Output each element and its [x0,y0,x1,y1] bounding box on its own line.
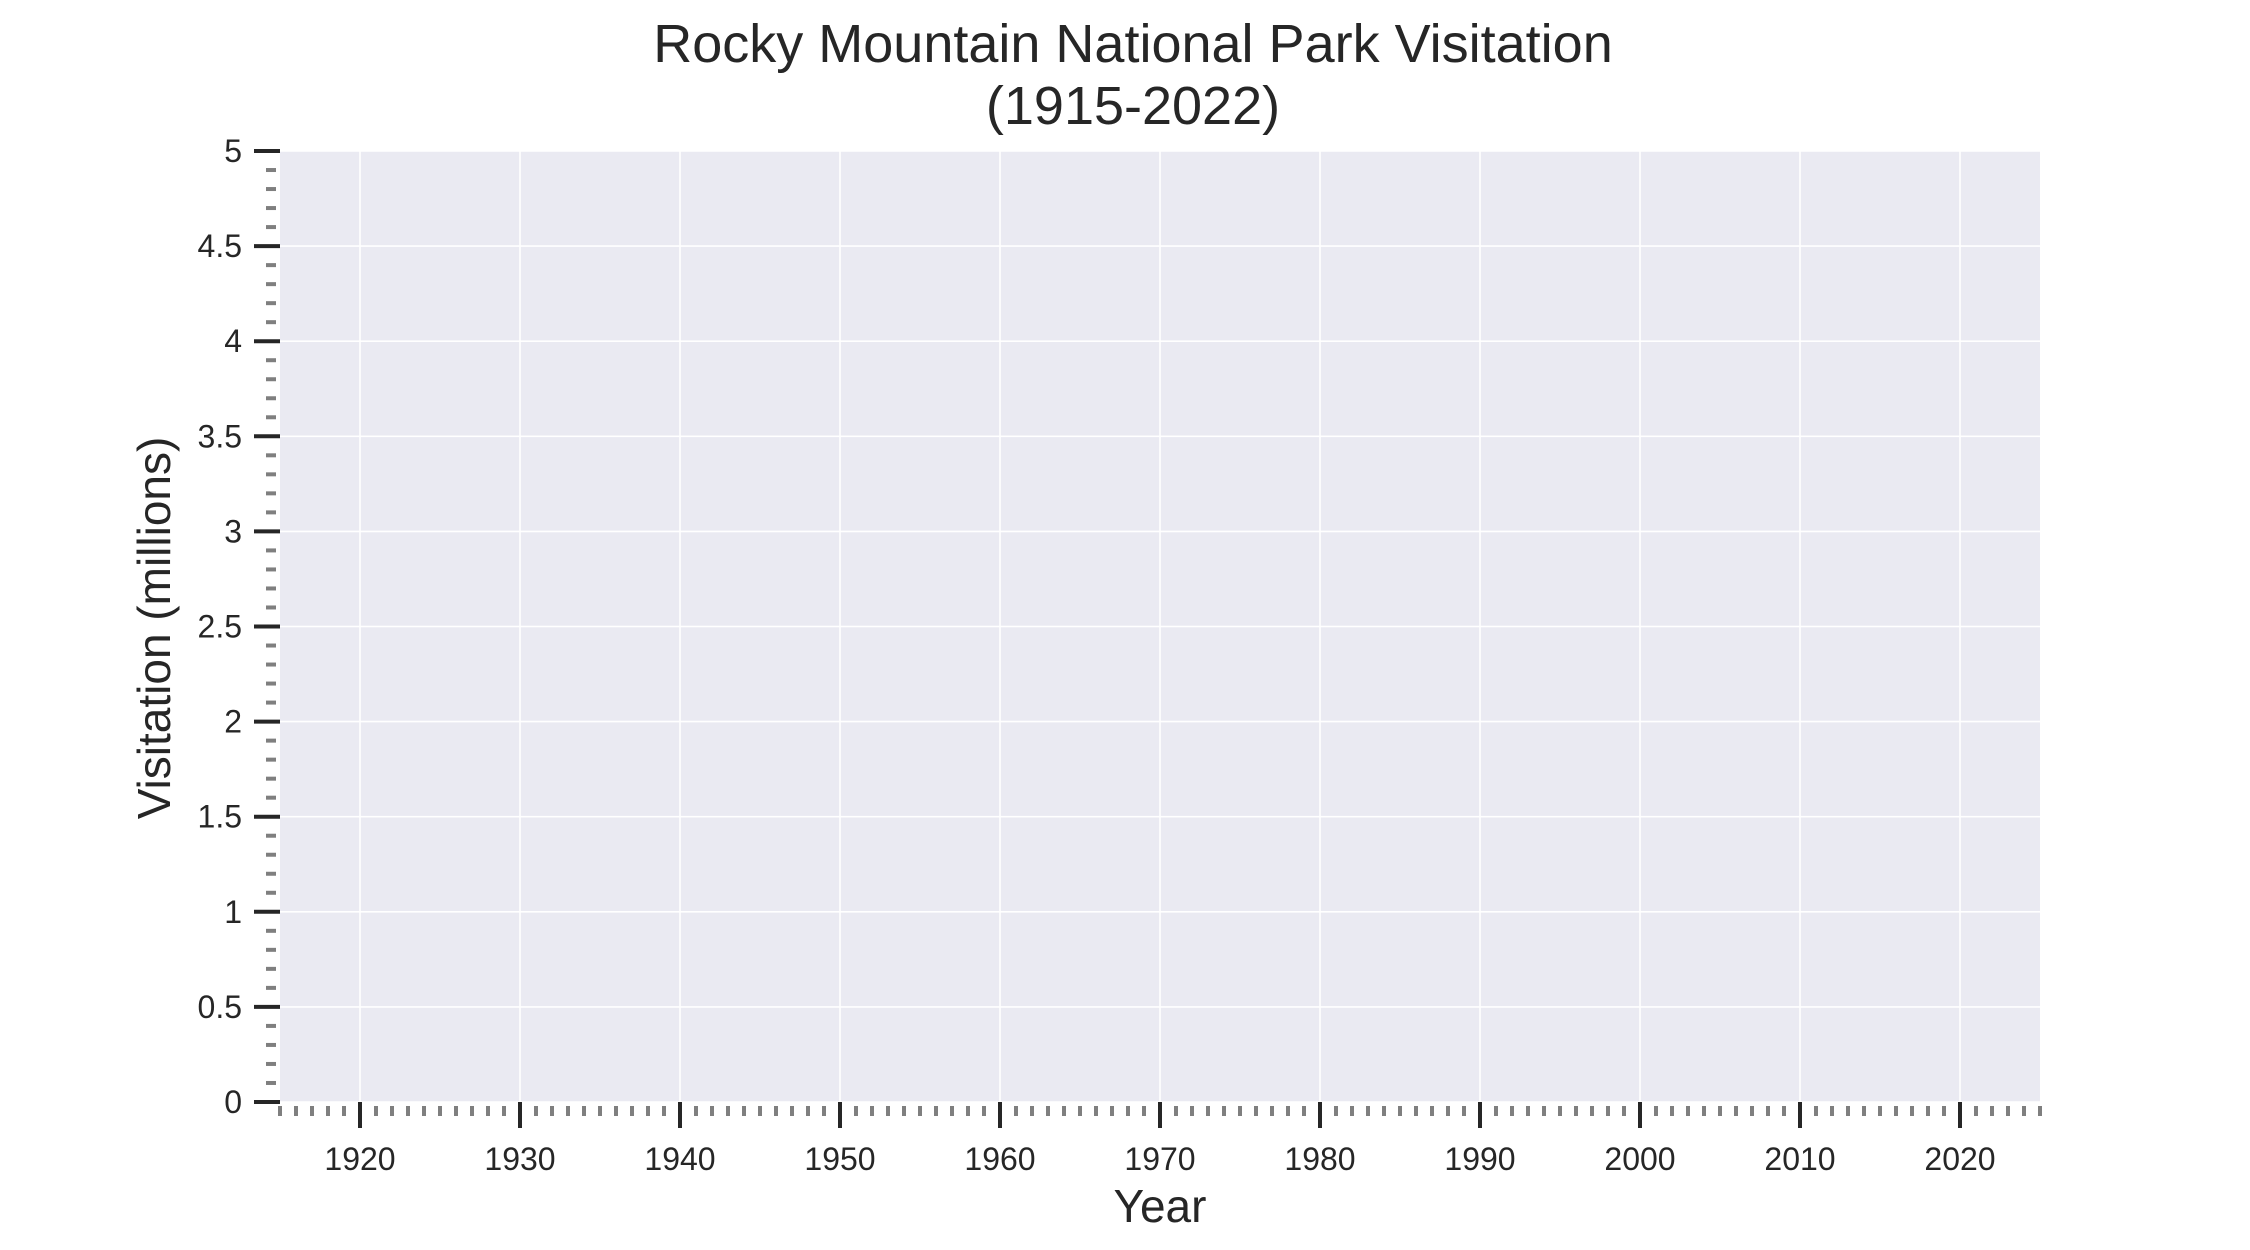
x-tick-label: 1990 [1444,1141,1515,1177]
y-tick-label: 1.5 [198,799,242,835]
chart-subtitle: (1915-2022) [986,76,1280,136]
x-tick-label: 1960 [964,1141,1035,1177]
x-tick-label: 1950 [804,1141,875,1177]
x-tick-label: 1940 [644,1141,715,1177]
y-tick-label: 0 [224,1084,242,1120]
y-tick-label: 3 [224,513,242,549]
x-axis-label: Year [1114,1180,1207,1232]
y-tick-label: 2 [224,704,242,740]
x-tick-label: 2010 [1764,1141,1835,1177]
chart-title: Rocky Mountain National Park Visitation [653,14,1612,74]
y-tick-label: 4.5 [198,228,242,264]
x-tick-label: 1930 [484,1141,555,1177]
x-tick-label: 1970 [1124,1141,1195,1177]
x-tick-label: 2020 [1924,1141,1995,1177]
x-tick-label: 1920 [324,1141,395,1177]
x-tick-label: 1980 [1284,1141,1355,1177]
y-tick-label: 0.5 [198,989,242,1025]
grid-lines [280,150,2040,1103]
x-tick-label: 2000 [1604,1141,1675,1177]
y-axis: 0 0.5 1 1.5 2 2.5 3 3.5 4 4.5 5 [198,133,280,1120]
y-axis-label: Visitation (millions) [128,437,180,820]
y-tick-label: 5 [224,133,242,169]
y-tick-label: 1 [224,894,242,930]
x-axis: 1920 1930 1940 1950 1960 1970 1980 1990 2000 2010… [278,1102,2042,1177]
y-tick-label: 4 [224,323,242,359]
y-tick-label: 2.5 [198,609,242,645]
y-tick-label: 3.5 [198,418,242,454]
